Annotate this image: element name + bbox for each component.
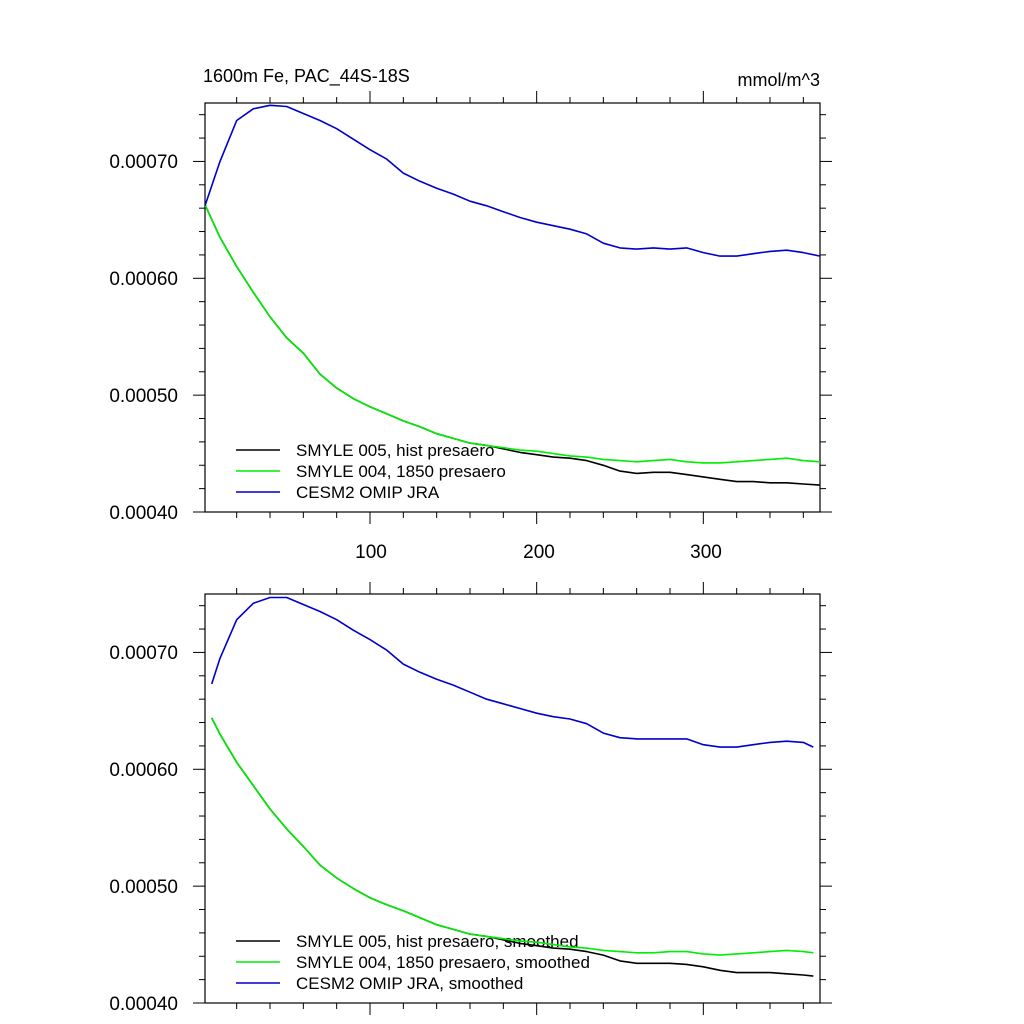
bottom-y-tick-label: 0.00070 <box>109 643 178 664</box>
top-legend-label: CESM2 OMIP JRA <box>296 483 440 502</box>
top-series-line-smyle-004-1850-presaero <box>204 204 821 464</box>
top-panel-units: mmol/m^3 <box>738 70 820 90</box>
bottom-plot-frame <box>204 593 821 1004</box>
top-plot-frame <box>204 102 821 513</box>
bottom-legend-label: SMYLE 004, 1850 presaero, smoothed <box>296 953 590 972</box>
top-y-tick-label: 0.00070 <box>109 152 178 173</box>
bottom-legend-label: SMYLE 005, hist presaero, smoothed <box>296 932 579 951</box>
chart-marks-layer <box>193 91 832 1015</box>
top-x-tick-label: 300 <box>690 542 722 563</box>
bottom-y-tick-label: 0.00060 <box>109 760 178 781</box>
bottom-legend-label: CESM2 OMIP JRA, smoothed <box>296 974 523 993</box>
top-x-tick-label: 100 <box>355 542 387 563</box>
top-y-tick-label: 0.00060 <box>109 269 178 290</box>
bottom-y-tick-label: 0.00040 <box>109 994 178 1015</box>
top-y-tick-label: 0.00040 <box>109 503 178 524</box>
bottom-y-tick-label: 0.00050 <box>109 877 178 898</box>
top-x-tick-label: 200 <box>523 542 555 563</box>
top-y-tick-label: 0.00050 <box>109 386 178 407</box>
top-series-line-cesm2-omip-jra <box>204 104 821 257</box>
top-legend-label: SMYLE 004, 1850 presaero <box>296 462 506 481</box>
top-panel-title: 1600m Fe, PAC_44S-18S <box>203 66 410 87</box>
top-legend-label: SMYLE 005, hist presaero <box>296 441 494 460</box>
bottom-series-line-cesm2-omip-jra-smoothed <box>210 596 814 748</box>
bottom-series-line-smyle-004-1850-presaero-smoothed <box>210 717 814 956</box>
